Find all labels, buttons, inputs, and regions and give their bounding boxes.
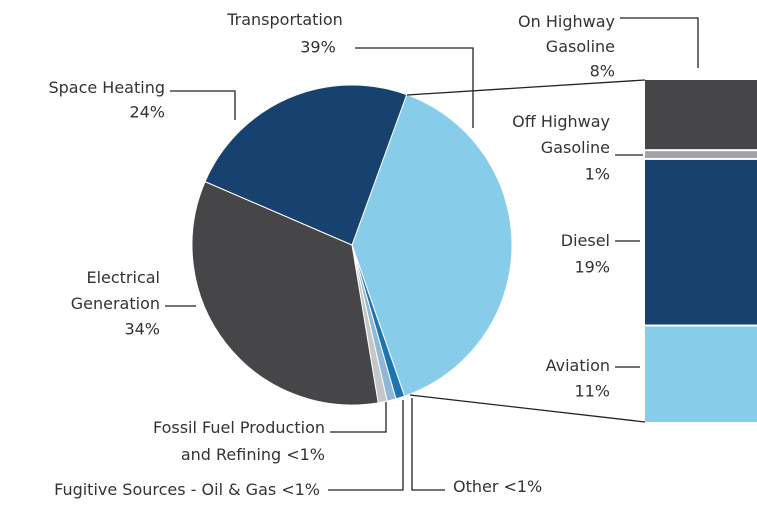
value-label: 1% — [585, 165, 610, 184]
category-label: Space Heating — [48, 78, 165, 97]
leader-line — [406, 79, 646, 96]
category-text: Other — [453, 477, 499, 496]
category-text: Gasoline — [546, 37, 615, 56]
value-label: 24% — [129, 103, 165, 122]
leader-line — [170, 90, 236, 120]
category-text: Electrical — [86, 268, 160, 287]
value-label: 8% — [590, 62, 615, 81]
leader-line — [409, 394, 646, 423]
category-label: Gasoline — [546, 37, 615, 56]
category-label: Off Highway — [512, 112, 610, 131]
value-label: 34% — [124, 320, 160, 339]
category-text: Transportation — [226, 10, 343, 29]
category-text: Space Heating — [48, 78, 165, 97]
leader-line — [620, 17, 699, 68]
bar-segment — [645, 326, 757, 422]
category-text: and Refining — [181, 445, 281, 464]
value-label: 19% — [574, 258, 610, 277]
bar-segment — [645, 151, 757, 158]
pie-slice — [351, 94, 513, 397]
category-text: On Highway — [518, 12, 615, 31]
category-label: Diesel — [561, 231, 610, 250]
category-label: Generation — [71, 294, 160, 313]
category-text: Fugitive Sources - Oil & Gas — [54, 480, 276, 499]
leader-line — [411, 398, 445, 491]
category-text: Aviation — [546, 356, 610, 375]
category-text: Diesel — [561, 231, 610, 250]
category-label: Fugitive Sources - Oil & Gas <1% — [54, 480, 320, 499]
category-text: Gasoline — [541, 138, 610, 157]
value-label: <1% — [503, 477, 542, 496]
category-label: Gasoline — [541, 138, 610, 157]
category-label: On Highway — [518, 12, 615, 31]
pie-slice — [191, 180, 379, 406]
value-label: 39% — [300, 38, 336, 57]
value-label: <1% — [286, 445, 325, 464]
category-text: Off Highway — [512, 112, 610, 131]
category-label: Fossil Fuel Production — [153, 418, 325, 437]
category-label: Electrical — [86, 268, 160, 287]
category-text: Generation — [71, 294, 160, 313]
category-label: Other <1% — [453, 477, 542, 496]
pie-slice — [204, 84, 408, 246]
value-label: <1% — [281, 480, 320, 499]
category-label: Aviation — [546, 356, 610, 375]
leader-line — [330, 402, 387, 433]
category-text: Fossil Fuel Production — [153, 418, 325, 437]
value-label: 11% — [574, 382, 610, 401]
bar-segment — [645, 159, 757, 325]
category-label: and Refining <1% — [181, 445, 325, 464]
leader-line — [355, 47, 474, 128]
category-label: Transportation — [226, 10, 343, 29]
bar-segment — [645, 80, 757, 150]
leader-line — [328, 400, 404, 491]
